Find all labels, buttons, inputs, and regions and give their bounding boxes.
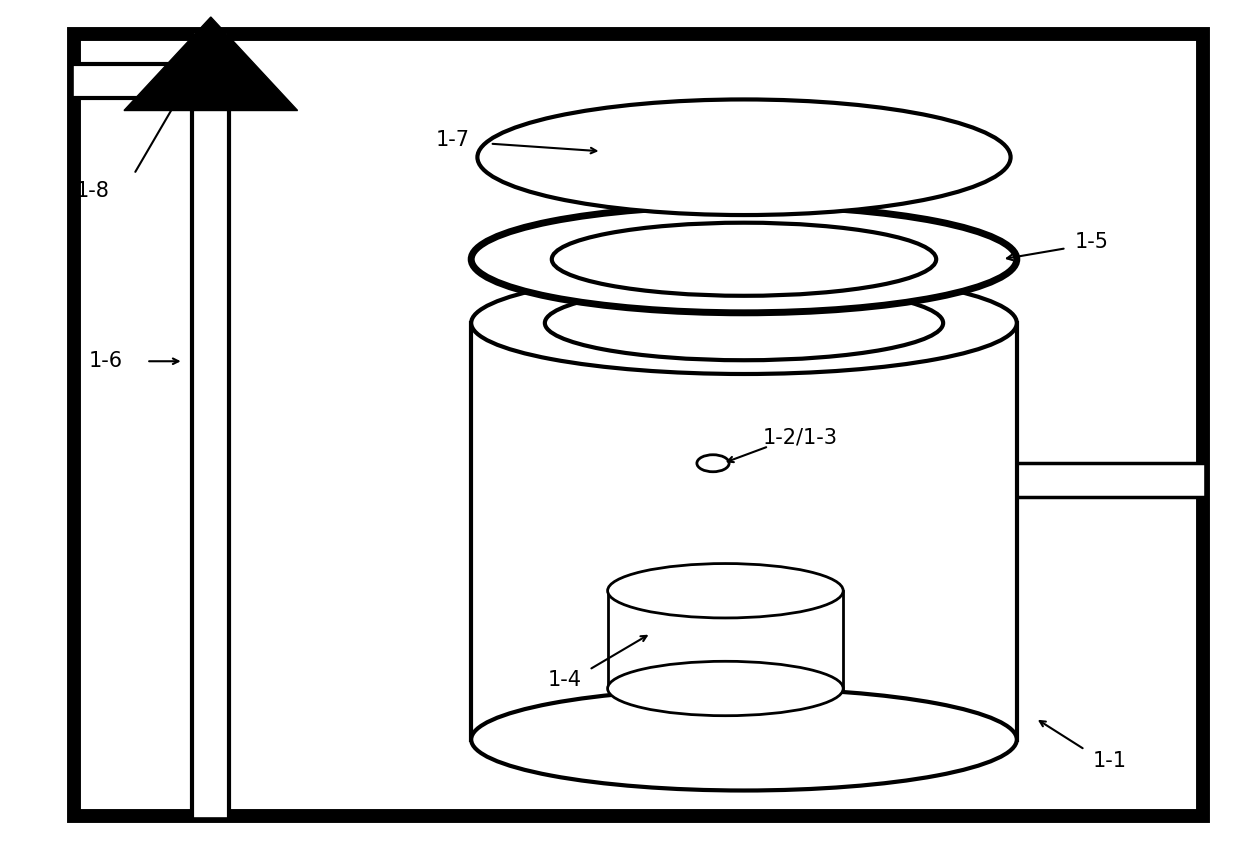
Ellipse shape <box>697 455 729 472</box>
Ellipse shape <box>608 661 843 716</box>
Text: 1-8: 1-8 <box>76 181 110 201</box>
Text: 1-1: 1-1 <box>1092 751 1127 771</box>
Text: 1-6: 1-6 <box>88 351 123 371</box>
Ellipse shape <box>544 286 944 360</box>
Ellipse shape <box>471 688 1017 790</box>
Ellipse shape <box>608 564 843 618</box>
Ellipse shape <box>477 99 1011 215</box>
Text: 1-4: 1-4 <box>547 670 582 690</box>
Ellipse shape <box>552 223 936 296</box>
Text: 1-5: 1-5 <box>1074 232 1109 252</box>
Text: 1-7: 1-7 <box>435 130 470 150</box>
Ellipse shape <box>471 272 1017 374</box>
Text: 1-2/1-3: 1-2/1-3 <box>763 428 837 448</box>
Ellipse shape <box>471 206 1017 313</box>
Polygon shape <box>124 17 298 110</box>
